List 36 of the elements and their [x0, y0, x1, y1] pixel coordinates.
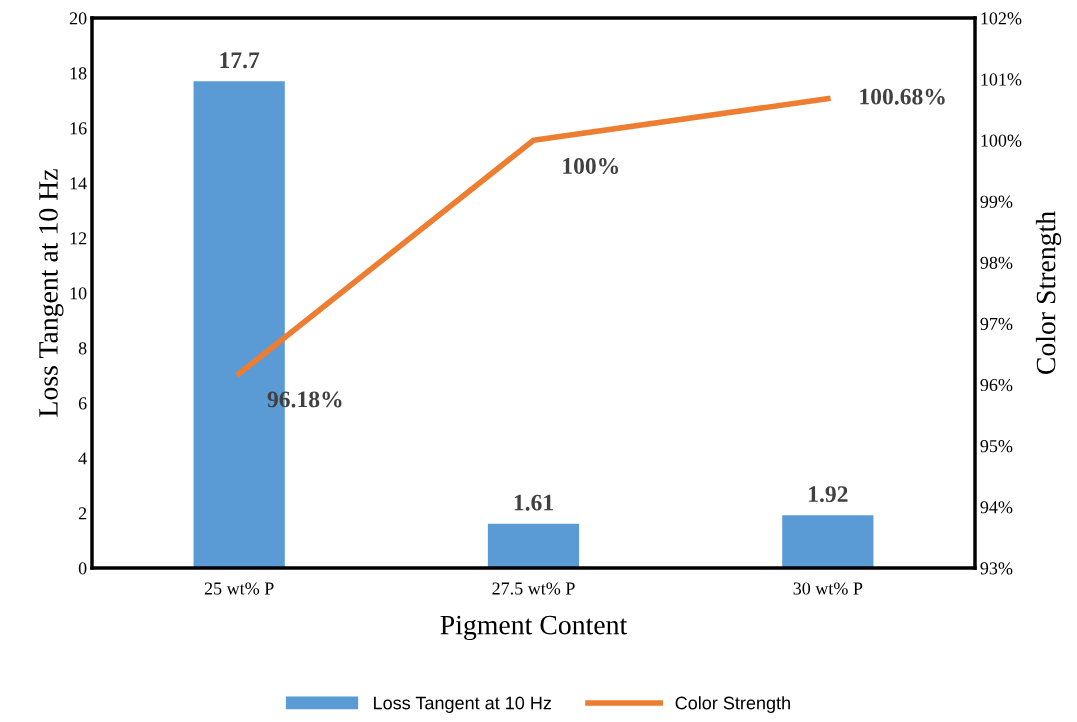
y2-tick-label: 93%: [980, 562, 1013, 575]
y-tick-label: 10: [70, 287, 87, 300]
y-tick-label: 20: [69, 12, 87, 25]
y2-tick-label: 95%: [980, 440, 1013, 453]
x-tick-label: 27.5 wt% P: [492, 582, 575, 595]
data-label: 100.68%: [860, 88, 945, 105]
y2-tick-label: 94%: [980, 501, 1013, 514]
data-label: 1.61: [514, 494, 553, 511]
y-tick-label: 4: [78, 452, 87, 465]
legend-label: Color Strength: [675, 696, 790, 713]
y-tick-label: 18: [70, 67, 87, 80]
y2-tick-label: 101%: [981, 73, 1022, 86]
y2-tick-label: 102%: [981, 12, 1022, 25]
bar: [487, 523, 580, 568]
y-tick-label: 6: [78, 397, 87, 410]
y2-tick-label: 100%: [981, 134, 1022, 147]
y-tick-label: 16: [70, 122, 87, 135]
data-label: 17.7: [220, 52, 260, 69]
y-tick-label: 8: [78, 342, 87, 355]
y-tick-label: 0: [78, 562, 87, 575]
data-label: 1.92: [809, 486, 848, 503]
y2-tick-label: 97%: [980, 317, 1013, 331]
y2-tick-label: 98%: [980, 256, 1013, 269]
y2-tick-label: 99%: [980, 195, 1013, 208]
y-tick-label: 14: [70, 177, 87, 190]
y2-tick-label: 96%: [980, 378, 1013, 392]
y-tick-label: 12: [70, 232, 87, 245]
legend-label: Loss Tangent at 10 Hz: [374, 696, 552, 713]
y-axis-title: Loss Tangent at 10 Hz: [39, 169, 64, 417]
bar: [782, 515, 874, 568]
x-axis-title: Pigment Content: [440, 615, 628, 641]
y2-axis-title: Color Strength: [1035, 211, 1062, 375]
y-tick-label: 2: [78, 507, 87, 520]
x-tick-label: 25 wt% P: [204, 582, 274, 595]
data-label: 100%: [563, 157, 619, 174]
x-tick-label: 30 wt% P: [793, 582, 863, 595]
